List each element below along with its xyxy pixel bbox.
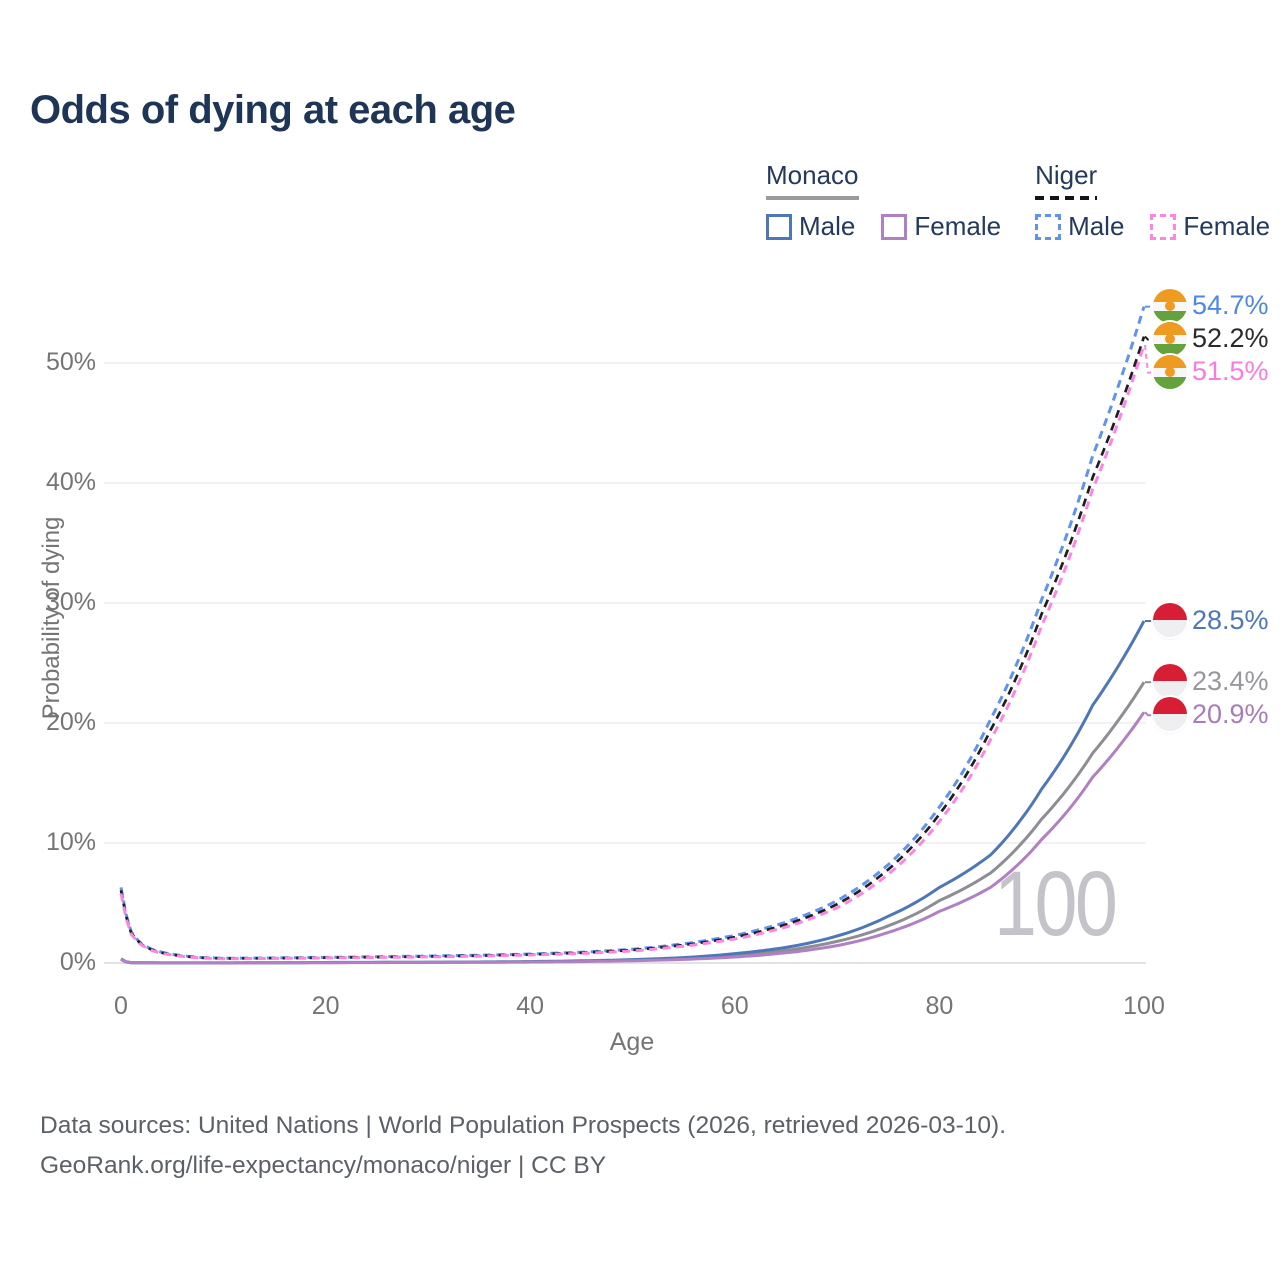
data-sources-line: Data sources: United Nations | World Pop… <box>40 1112 1007 1139</box>
niger-flag-icon <box>1153 321 1187 356</box>
x-tick-label: 80 <box>925 992 954 1020</box>
end-value: 52.2% <box>1192 323 1269 354</box>
legend-monaco-label[interactable]: Monaco <box>766 160 859 200</box>
niger-flag-icon <box>1153 354 1187 389</box>
line-monaco-male <box>120 620 1146 965</box>
legend-niger-male[interactable]: Male <box>1035 211 1124 242</box>
line-niger-both <box>119 336 1146 960</box>
line-monaco-both <box>120 681 1146 965</box>
end-value: 28.5% <box>1192 604 1269 635</box>
x-tick-label: 100 <box>1123 992 1165 1020</box>
legend-monaco-male-label: Male <box>799 211 856 241</box>
line-monaco-female <box>120 711 1146 965</box>
monaco-flag-icon <box>1153 664 1187 699</box>
y-tick-label: 0% <box>59 948 96 976</box>
legend-monaco-female-label: Female <box>914 211 1002 241</box>
x-tick-label: 0 <box>114 992 128 1020</box>
monaco-male-swatch-icon <box>766 213 792 240</box>
end-label-monaco-both[interactable]: 23.4% <box>1153 664 1269 699</box>
end-value: 54.7% <box>1192 290 1269 321</box>
age-watermark: 100 <box>994 853 1118 955</box>
legend-group-niger: Niger Male Female <box>1035 160 1270 242</box>
legend-niger-female[interactable]: Female <box>1150 211 1270 242</box>
line-niger-female <box>119 344 1146 961</box>
legend-niger-label[interactable]: Niger <box>1035 160 1098 200</box>
x-tick-label: 40 <box>516 992 545 1020</box>
footer: Data sources: United Nations | World Pop… <box>40 1106 1006 1187</box>
attribution-line[interactable]: GeoRank.org/life-expectancy/monaco/niger… <box>40 1152 607 1180</box>
legend-monaco-female[interactable]: Female <box>881 211 1001 242</box>
end-value: 23.4% <box>1192 665 1269 696</box>
monaco-flag-icon <box>1153 697 1187 732</box>
y-tick-label: 10% <box>45 828 96 856</box>
x-tick-label: 60 <box>720 992 749 1020</box>
niger-flag-icon <box>1153 288 1187 323</box>
niger-male-swatch-icon <box>1035 213 1062 240</box>
x-tick-label: 20 <box>311 992 340 1020</box>
y-tick-label: 40% <box>45 468 96 496</box>
monaco-female-swatch-icon <box>881 213 908 240</box>
end-label-niger-female[interactable]: 51.5% <box>1153 354 1269 389</box>
y-tick-label: 30% <box>45 588 96 616</box>
monaco-flag-icon <box>1153 603 1187 637</box>
end-label-monaco-female[interactable]: 20.9% <box>1153 697 1269 732</box>
end-value: 51.5% <box>1192 356 1269 387</box>
niger-female-swatch-icon <box>1150 213 1177 240</box>
end-label-monaco-male[interactable]: 28.5% <box>1153 603 1269 637</box>
y-axis-title: Probability of dying <box>38 516 65 720</box>
page-title: Odds of dying at each age <box>30 88 516 132</box>
x-axis-title: Age <box>609 1028 655 1056</box>
legend: Monaco Male Female Niger Male <box>766 160 1270 242</box>
legend-group-monaco: Monaco Male Female <box>766 160 1001 242</box>
y-tick-label: 50% <box>45 348 96 376</box>
legend-niger-female-label: Female <box>1183 211 1271 241</box>
line-niger-male <box>119 306 1146 960</box>
end-label-niger-both[interactable]: 52.2% <box>1153 321 1269 356</box>
y-tick-label: 20% <box>45 708 96 736</box>
end-value: 20.9% <box>1192 698 1269 729</box>
legend-niger-male-label: Male <box>1068 211 1125 241</box>
end-label-niger-male[interactable]: 54.7% <box>1153 288 1269 323</box>
legend-monaco-male[interactable]: Male <box>766 211 855 242</box>
leader-line <box>1144 344 1157 374</box>
